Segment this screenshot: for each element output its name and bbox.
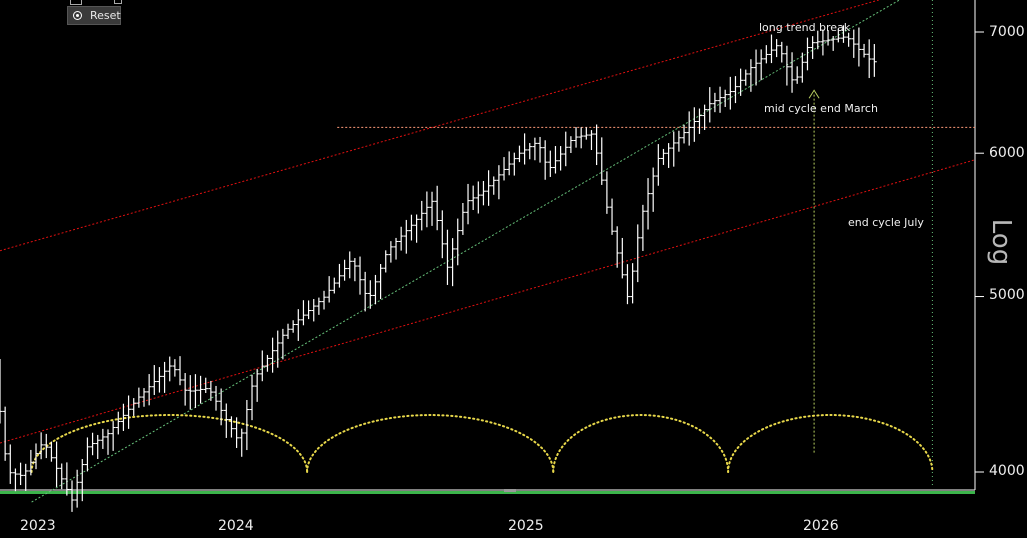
reset-button[interactable]: Reset [67, 6, 121, 25]
x-tick-label: 2026 [803, 518, 839, 534]
y-tick-label: 7000 [989, 24, 1025, 40]
radio-dot-icon [74, 12, 81, 19]
price-bars [0, 25, 877, 512]
scroll-handle[interactable] [504, 489, 516, 492]
y-tick-label: 6000 [989, 145, 1025, 161]
x-tick-label: 2023 [20, 518, 56, 534]
cycle-arc [306, 414, 555, 473]
annotation-end-cycle: end cycle July [848, 216, 924, 229]
annotation-trend-break: long trend break [759, 21, 851, 34]
y-axis-title: Log [986, 218, 1016, 266]
forecast-arrow-head [808, 89, 820, 99]
cycle-arc [552, 414, 730, 473]
channel-upper-line [0, 0, 881, 252]
toolbar-checkbox-2[interactable] [114, 0, 122, 4]
toolbar-checkbox[interactable] [70, 0, 82, 5]
annotation-mid-cycle: mid cycle end March [764, 102, 878, 115]
y-tick-label: 5000 [989, 287, 1025, 303]
support-trendline [31, 0, 901, 503]
channel-lower-line [0, 159, 976, 444]
y-tick-label: 4000 [989, 463, 1025, 479]
cycle-arc [30, 414, 309, 473]
cycle-arc [727, 414, 934, 473]
x-tick-label: 2024 [218, 518, 254, 534]
reset-button-label: Reset [90, 9, 121, 22]
x-tick-label: 2025 [508, 518, 544, 534]
bottom-range-bar [0, 491, 975, 494]
